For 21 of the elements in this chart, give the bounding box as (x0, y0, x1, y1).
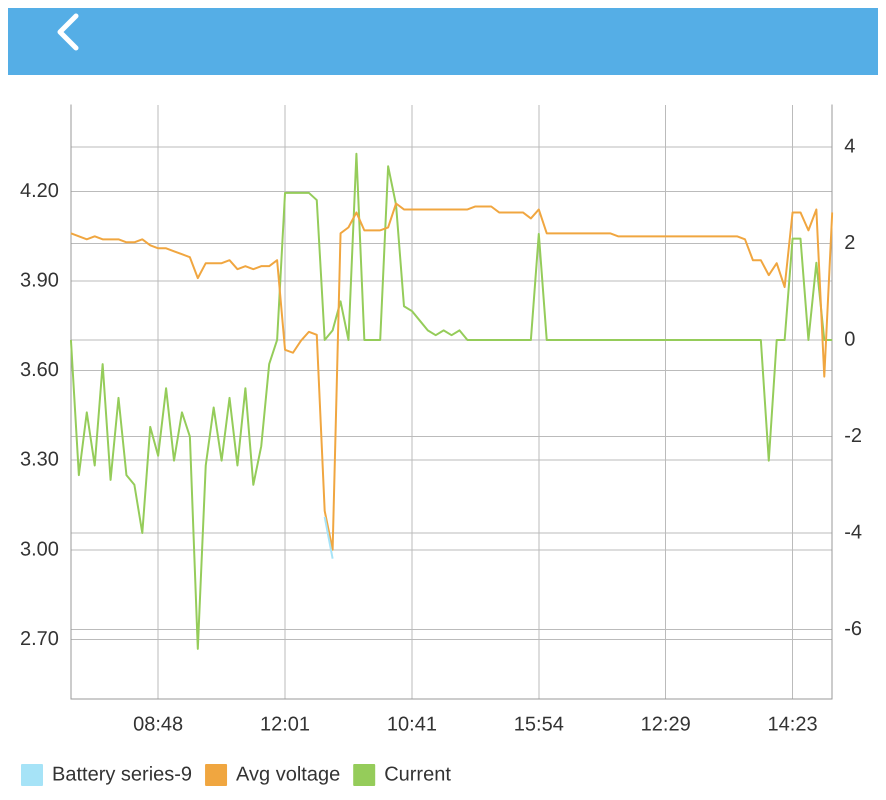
x-tick-label: 14:23 (768, 714, 818, 736)
y2-tick-label: 4 (844, 135, 856, 158)
y2-tick-label: -6 (844, 618, 862, 640)
y-tick-label: 3.00 (20, 538, 59, 560)
x-tick-label: 10:41 (386, 714, 437, 736)
y-tick-label: 3.30 (20, 448, 59, 471)
y2-tick-label: -4 (844, 522, 862, 544)
x-tick-label: 15:54 (514, 714, 564, 736)
y-tick-label: 2.70 (20, 628, 59, 650)
legend-label: Current (384, 764, 452, 786)
y2-tick-label: -2 (844, 425, 862, 448)
x-tick-label: 08:48 (133, 714, 184, 736)
y-tick-label: 3.90 (20, 270, 59, 292)
y2-tick-label: 0 (844, 328, 856, 351)
legend-label: Battery series-9 (52, 764, 192, 786)
x-tick-label: 12:01 (260, 714, 310, 736)
legend-label: Avg voltage (236, 764, 340, 786)
y-tick-label: 4.20 (20, 180, 59, 202)
y-tick-label: 3.60 (20, 359, 59, 382)
y2-tick-label: 2 (844, 232, 856, 254)
x-tick-label: 12:29 (640, 714, 691, 736)
